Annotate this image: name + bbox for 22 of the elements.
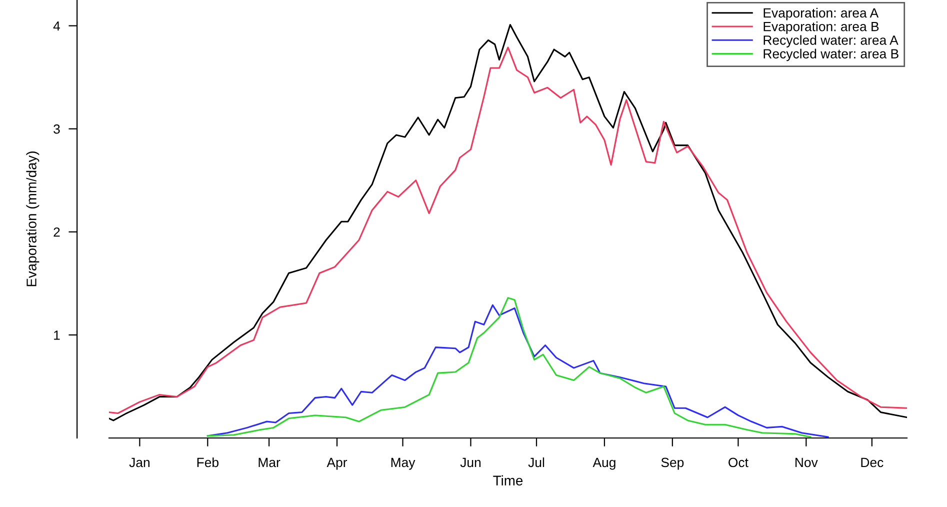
x-tick-label: Apr bbox=[326, 458, 348, 470]
x-axis-title: Time bbox=[493, 475, 523, 486]
y-tick-label: 4 bbox=[53, 21, 60, 31]
legend-label: Recycled water: area B bbox=[764, 48, 898, 62]
x-tick-label: Sep bbox=[661, 458, 684, 470]
x-tick-label: Jun bbox=[460, 458, 481, 468]
x-tick-label: Jul bbox=[528, 457, 544, 468]
x-tick-label: Dec bbox=[861, 458, 884, 468]
x-tick-label: Jan bbox=[129, 458, 150, 468]
x-tick-label: Mar bbox=[258, 458, 280, 468]
legend-label: Recycled water: area A bbox=[764, 35, 898, 48]
x-tick-label: May bbox=[391, 458, 416, 470]
legend-label: Evaporation: area A bbox=[764, 8, 879, 20]
y-tick-label: 2 bbox=[54, 227, 60, 237]
x-tick-label: Feb bbox=[197, 457, 218, 468]
x-tick-label: Oct bbox=[728, 458, 748, 468]
y-tick-label: 3 bbox=[54, 124, 60, 134]
y-tick-label: 1 bbox=[54, 330, 60, 340]
y-axis-title: Evaporation (mm/day) bbox=[26, 152, 40, 286]
x-tick-label: Aug bbox=[592, 458, 616, 470]
x-tick-label: Nov bbox=[796, 458, 818, 468]
legend-label: Evaporation: area B bbox=[764, 22, 879, 34]
